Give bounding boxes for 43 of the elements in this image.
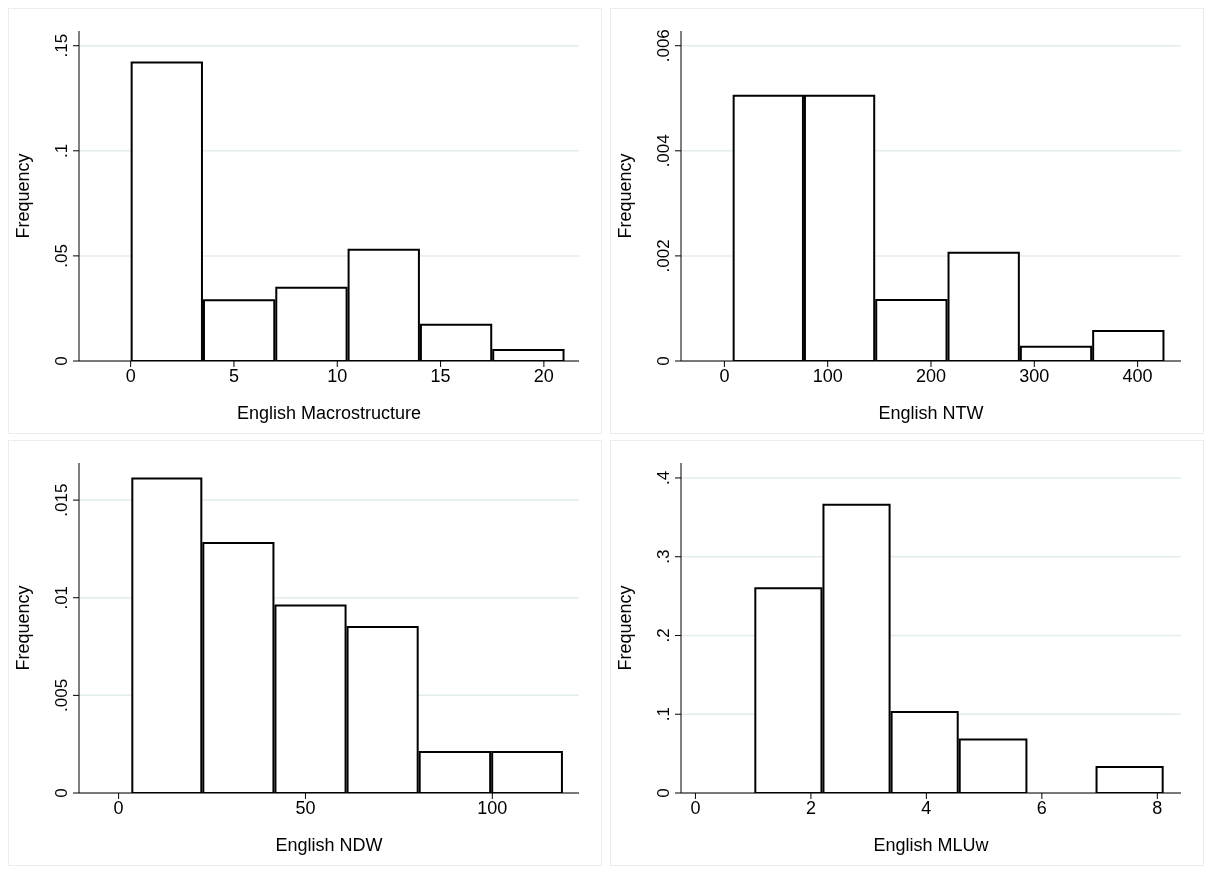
y-tick-label: .006 bbox=[654, 29, 673, 63]
y-tick-label: .015 bbox=[52, 483, 71, 517]
x-tick-label: 6 bbox=[1036, 797, 1047, 818]
x-tick-label: 50 bbox=[295, 797, 316, 818]
y-tick-label: .1 bbox=[654, 707, 673, 722]
x-tick-label: 400 bbox=[1122, 365, 1153, 386]
x-axis-title: English NDW bbox=[275, 835, 383, 855]
x-tick-label: 0 bbox=[113, 797, 124, 818]
x-tick-label: 0 bbox=[125, 365, 136, 386]
x-tick-label: 5 bbox=[228, 365, 239, 386]
y-axis-title: Frequency bbox=[615, 585, 636, 671]
x-tick-label: 100 bbox=[812, 365, 843, 386]
x-axis-title: English MLUw bbox=[873, 835, 990, 855]
x-tick-label: 0 bbox=[690, 797, 701, 818]
y-tick-label: 0 bbox=[654, 356, 673, 366]
y-tick-label: .005 bbox=[52, 678, 71, 712]
x-tick-label: 15 bbox=[430, 365, 451, 386]
x-tick-label: 2 bbox=[805, 797, 816, 818]
y-tick-label: .004 bbox=[654, 134, 673, 168]
y-axis-title: Frequency bbox=[13, 585, 34, 671]
x-tick-label: 0 bbox=[719, 365, 730, 386]
y-axis-title: Frequency bbox=[13, 153, 34, 239]
x-tick-label: 200 bbox=[915, 365, 947, 386]
y-tick-label: 0 bbox=[654, 788, 673, 798]
y-tick-label: 0 bbox=[52, 788, 71, 798]
x-tick-label: 300 bbox=[1019, 365, 1050, 386]
y-axis-title: Frequency bbox=[615, 153, 636, 239]
y-tick-label: .05 bbox=[52, 244, 71, 268]
y-tick-label: .002 bbox=[654, 239, 673, 273]
x-tick-label: 20 bbox=[533, 365, 554, 386]
x-tick-label: 10 bbox=[327, 365, 348, 386]
x-tick-label: 100 bbox=[477, 797, 508, 818]
x-tick-label: 4 bbox=[921, 797, 932, 818]
y-tick-label: .4 bbox=[654, 470, 673, 486]
y-tick-label: .3 bbox=[654, 549, 673, 564]
y-tick-label: .01 bbox=[52, 585, 71, 610]
y-tick-label: .15 bbox=[52, 33, 71, 58]
y-tick-label: 0 bbox=[52, 356, 71, 366]
y-tick-label: .2 bbox=[654, 628, 673, 643]
y-tick-label: .1 bbox=[52, 143, 71, 158]
x-axis-title: English Macrostructure bbox=[236, 403, 422, 423]
x-tick-label: 8 bbox=[1152, 797, 1163, 818]
x-axis-title: English NTW bbox=[878, 403, 984, 423]
